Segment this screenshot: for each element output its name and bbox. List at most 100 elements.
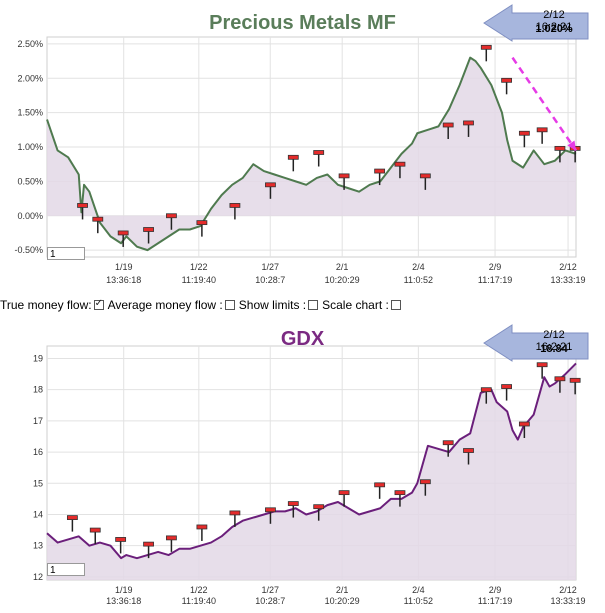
top-tooltip-bubble: 2/12 16:2:21 1.020% [482,3,592,43]
top-range-input[interactable]: 1 [47,247,85,260]
bottom-flag-marker [518,421,530,427]
top-flag-marker [77,203,88,208]
top-flag-marker [117,230,129,236]
tooltip-arrow-icon [483,4,589,42]
bottom-chart-title: GDX [280,328,325,350]
top-flag-marker [480,44,492,50]
bottom-x-tick-time: 13:33:19 [551,596,586,606]
bottom-x-tick-time: 11:17:19 [478,596,512,606]
bottom-tooltip-date: 2/12 16:2:21 [535,329,573,353]
bottom-flag-marker [287,501,299,506]
bottom-flag-marker [66,515,78,521]
top-x-tick-date: 1/27 [261,262,279,272]
top-flag-marker [394,161,406,167]
top-flag-marker [518,130,530,136]
bottom-flag-marker [229,510,241,516]
top-flag-marker [196,220,208,226]
bottom-flag-marker [480,387,492,393]
top-x-tick-time: 10:28:7 [255,275,285,285]
top-series-area [47,57,576,251]
bottom-x-tick-time: 10:20:29 [325,596,360,606]
show-limits-checkbox[interactable] [308,300,319,310]
bottom-flag-marker [536,362,548,368]
bottom-x-tick-date: 2/9 [489,585,502,595]
top-x-tick-date: 2/4 [412,262,425,272]
bottom-x-tick-time: 11:19:40 [182,596,216,606]
top-x-tick-time: 11:0:52 [404,275,433,285]
top-flag-marker [143,227,154,232]
top-x-tick-date: 1/19 [115,262,133,272]
top-flag-marker [536,127,548,133]
bottom-flag-marker [166,535,177,541]
bottom-flag-marker [374,482,386,488]
top-x-tick-time: 10:20:29 [325,275,360,285]
top-x-tick-time: 13:33:19 [551,275,586,285]
top-flag-marker [463,120,474,126]
top-flag-marker [442,122,454,128]
top-tooltip-value: 1.020% [535,23,573,35]
top-y-tick-label: -0.50% [14,245,43,255]
top-chart-title: Precious Metals MF [209,12,396,34]
bottom-flag-marker [501,384,512,389]
money-flow-controls: True money flow: Average money flow : Sh… [0,298,405,312]
top-flag-marker [338,173,350,179]
bottom-flag-marker [554,376,566,382]
top-series-line [46,56,577,252]
top-x-tick-date: 2/1 [336,262,349,272]
bottom-y-tick-label: 18 [33,385,43,395]
top-flag-marker [166,213,177,219]
top-flag-marker [419,173,431,179]
top-x-tick-time: 11:17:19 [478,275,512,285]
top-y-tick-label: 0.00% [17,211,43,221]
bottom-x-tick-date: 1/19 [115,585,133,595]
bottom-tooltip-value: 18.84 [540,343,568,355]
scale-chart-label: Scale chart : [322,298,389,312]
top-chart-svg: -0.50% 0.00% 0.50% 1.00% 1.50% 2.00% 2.50% 1/19… [14,36,586,285]
bottom-y-tick-label: 19 [33,353,43,363]
top-flag-marker [229,203,241,208]
bottom-x-tick-date: 2/12 [559,585,577,595]
bottom-flag-marker [89,527,101,533]
top-x-tick-date: 2/12 [559,262,577,272]
average-money-flow-checkbox[interactable] [224,300,235,310]
show-limits-label: Show limits : [238,298,307,312]
scale-chart-checkbox[interactable] [390,300,401,310]
top-flag-marker [265,182,276,188]
bottom-flag-marker [419,479,431,485]
bottom-y-tick-label: 15 [33,478,43,488]
bottom-x-tick-date: 2/1 [336,585,349,595]
top-flag-marker [374,168,386,174]
top-y-tick-label: 2.00% [17,73,43,83]
bottom-flag-marker [394,490,406,496]
true-money-flow-checkbox[interactable] [93,298,104,310]
top-flag-marker [313,150,325,155]
top-flag-marker [501,77,512,83]
top-trend-arrow-line [511,56,578,152]
bottom-flag-marker [143,541,154,547]
bottom-tooltip-bubble: 2/12 16:2:21 18.84 [482,323,592,363]
bottom-x-tick-date: 2/4 [412,585,425,595]
bottom-flag-marker [569,377,581,383]
bottom-flag-marker [463,448,474,453]
top-x-tick-date: 2/9 [489,262,502,272]
top-y-tick-label: 1.50% [17,108,43,118]
bottom-range-input[interactable]: 1 [47,563,85,576]
top-trend-arrow-head [567,140,576,151]
bottom-series-line [46,362,577,560]
top-x-tick-time: 11:19:40 [182,275,216,285]
bottom-flag-marker [265,507,276,513]
tooltip-arrow-icon [483,324,589,362]
gdx-panel: GDX 12 13 14 15 16 17 18 19 1/19 13:36:18 1/22 11:1… [0,318,605,613]
bottom-flag-marker [115,537,127,542]
top-y-tick-label: 2.50% [17,39,43,49]
top-flag-marker [554,145,566,151]
top-tooltip-date: 2/12 16:2:21 [535,9,573,33]
bottom-y-tick-label: 12 [33,572,43,582]
average-money-flow-label: Average money flow : [107,298,223,312]
bottom-flag-marker [313,504,325,510]
bottom-y-tick-label: 13 [33,541,43,551]
top-y-tick-label: 1.00% [17,142,43,152]
precious-metals-panel: Precious Metals MF -0.50% 0.00% 0.50% 1.00%… [0,0,605,295]
bottom-flag-marker [338,490,350,496]
